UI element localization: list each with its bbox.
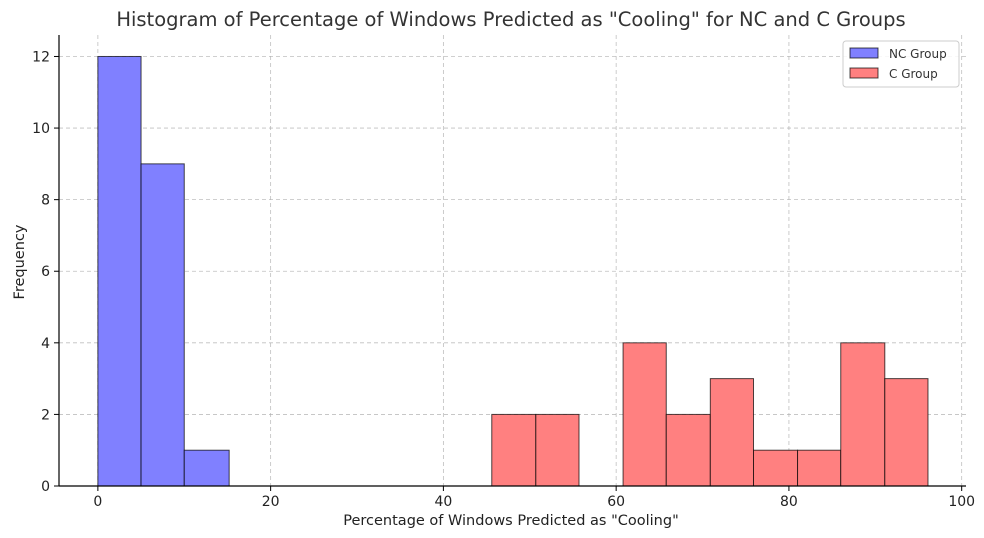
c-bar <box>622 342 667 487</box>
legend-label: NC Group <box>889 47 947 61</box>
y-tick-label: 4 <box>41 336 50 352</box>
x-tick-label: 60 <box>607 494 625 510</box>
x-tick-label: 80 <box>780 494 798 510</box>
legend-swatch <box>849 67 879 79</box>
nc-bar <box>140 163 185 487</box>
x-axis-label: Percentage of Windows Predicted as "Cool… <box>343 513 678 529</box>
legend-swatch <box>849 47 879 59</box>
y-tick-label: 0 <box>41 479 50 495</box>
nc-bar <box>183 449 230 487</box>
x-tick-label: 100 <box>948 494 975 510</box>
y-tick-label: 8 <box>41 193 50 209</box>
y-tick-label: 6 <box>41 264 50 280</box>
x-tick-label: 0 <box>93 494 102 510</box>
y-tick-label: 2 <box>41 407 50 423</box>
c-bar <box>535 413 580 487</box>
c-bar <box>840 342 886 487</box>
c-bar <box>709 378 755 487</box>
c-bar <box>665 413 711 487</box>
x-tick-label: 20 <box>262 494 280 510</box>
c-bar <box>797 449 842 487</box>
legend: NC Group C Group <box>842 40 960 88</box>
legend-label: C Group <box>889 67 938 81</box>
y-tick-label: 12 <box>32 49 50 65</box>
c-bar <box>753 449 799 487</box>
nc-bar <box>97 55 142 487</box>
histogram-bars <box>97 55 929 487</box>
chart-title: Histogram of Percentage of Windows Predi… <box>116 8 905 31</box>
c-bar <box>884 378 929 487</box>
axes: 0 20 40 60 80 100 0 2 4 6 8 10 12 <box>32 35 975 510</box>
x-tick-label: 40 <box>434 494 452 510</box>
y-axis-label: Frequency <box>12 224 28 299</box>
y-tick-label: 10 <box>32 121 50 137</box>
c-bar <box>491 413 537 487</box>
